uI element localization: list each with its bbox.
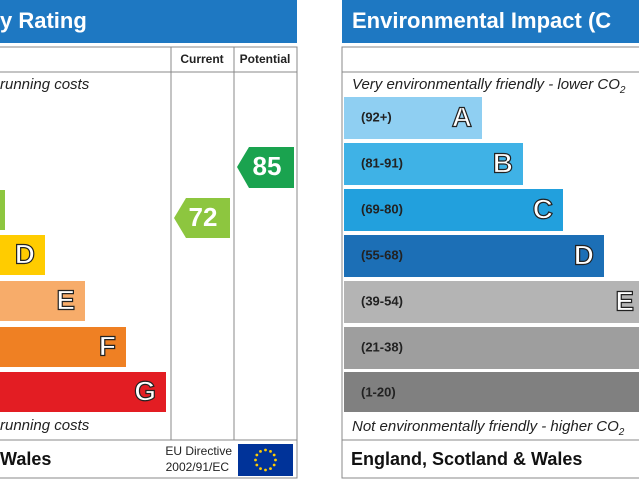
column-header: Current — [180, 52, 223, 66]
band-letter: G — [134, 375, 156, 406]
band-letter: F — [99, 330, 116, 361]
star — [269, 449, 272, 453]
band-letter: A — [452, 101, 472, 132]
top-note: Very environmentally friendly - lower CO… — [352, 76, 626, 96]
column-header: Potential — [240, 52, 291, 66]
eu-stars — [254, 448, 277, 472]
star — [264, 468, 267, 472]
band — [344, 281, 639, 323]
band-letter: D — [574, 239, 594, 270]
potential-arrow — [237, 147, 294, 188]
directive: EU Directive — [165, 444, 232, 458]
band — [0, 372, 166, 412]
star — [259, 449, 262, 453]
panel-frame — [0, 46, 298, 479]
note-text: Very environmentally friendly - lower CO — [352, 76, 620, 93]
current-arrow — [174, 198, 230, 238]
band-letter: B — [493, 147, 513, 178]
band-letter: D — [15, 238, 35, 269]
star — [264, 448, 267, 452]
directive: 2002/91/EC — [166, 460, 230, 474]
band — [344, 327, 639, 369]
note-subscript: 2 — [619, 85, 626, 96]
potential-rating: 85 — [253, 151, 282, 181]
bottom-note: running costs — [0, 417, 90, 434]
band-letter: E — [615, 285, 634, 316]
band-range: (81-91) — [361, 155, 403, 170]
star — [255, 463, 259, 467]
star — [255, 453, 259, 457]
bottom-note: Not environmentally friendly - higher CO… — [352, 418, 625, 438]
band-letter: E — [56, 284, 75, 315]
panel-frame — [341, 46, 639, 479]
star — [272, 453, 276, 457]
band-range: (69-80) — [361, 201, 403, 216]
star — [254, 458, 257, 462]
star — [274, 458, 277, 462]
region: Wales — [0, 449, 51, 469]
band — [0, 190, 5, 230]
band-range: (39-54) — [361, 293, 403, 308]
star — [259, 467, 262, 471]
band — [344, 189, 563, 231]
title-bar — [0, 0, 297, 43]
band-range: (1-20) — [361, 384, 396, 399]
region: England, Scotland & Wales — [351, 449, 582, 469]
band-letter: C — [533, 193, 553, 224]
band — [344, 372, 639, 412]
note-text: Not environmentally friendly - higher CO — [352, 418, 619, 435]
bands: (92+) A (81-91) B (69-80) C (55-68) D (39-54) E (2… — [344, 97, 639, 412]
panel-title: Environmental Impact (C — [352, 8, 611, 33]
panel-title: y Rating — [0, 8, 87, 33]
note-subscript: 2 — [618, 427, 625, 438]
band — [344, 143, 523, 185]
band — [0, 327, 126, 367]
star — [269, 467, 272, 471]
star — [272, 463, 276, 467]
band — [344, 97, 482, 139]
band — [0, 235, 45, 275]
band — [0, 281, 85, 321]
title-bar — [342, 0, 639, 43]
band — [344, 235, 604, 277]
band-range: (55-68) — [361, 247, 403, 262]
band-range: (21-38) — [361, 339, 403, 354]
band-range: (92+) — [361, 109, 392, 124]
current-rating: 72 — [189, 202, 218, 232]
top-note: running costs — [0, 76, 90, 93]
